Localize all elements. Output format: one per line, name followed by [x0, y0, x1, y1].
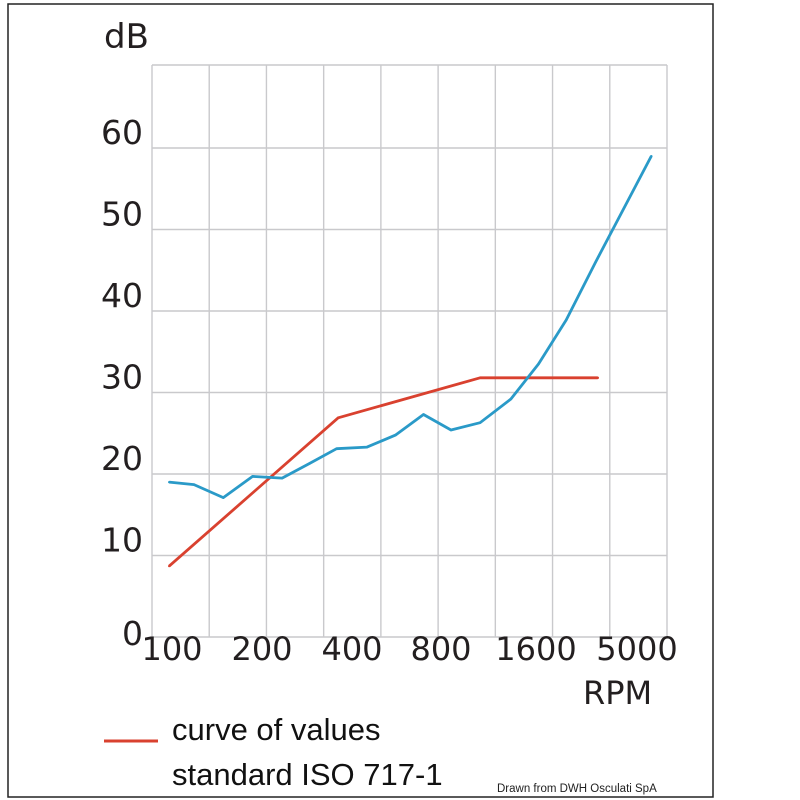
data-point: [168, 480, 171, 484]
credit: Drawn from DWH Osculati SpA: [497, 783, 657, 795]
iso-717-curve-line: [168, 376, 598, 568]
data-point: [478, 421, 482, 424]
x-tick-labels: 100 200 400 800 1600 5000: [141, 630, 677, 668]
x-tick-label: 800: [410, 630, 471, 668]
data-point: [222, 496, 225, 499]
x-tick-label: 1600: [495, 630, 576, 668]
x-axis-label: RPM: [583, 674, 652, 712]
legend-label-line2: standard ISO 717-1: [172, 757, 443, 792]
x-tick-label: 400: [321, 630, 382, 668]
y-tick-label: 0: [122, 614, 143, 653]
data-point: [449, 428, 453, 432]
frame: [7, 3, 714, 798]
data-point: [478, 376, 482, 380]
measured-noise-line: [169, 155, 653, 500]
data-point: [650, 154, 653, 158]
data-point: [509, 397, 513, 401]
data-point: [168, 564, 171, 568]
grid: [151, 64, 668, 638]
data-point: [336, 416, 340, 419]
data-point: [335, 447, 338, 450]
data-point: [596, 376, 600, 380]
legend-label-line1: curve of values: [172, 712, 381, 747]
data-point: [564, 318, 568, 322]
data-point: [308, 462, 311, 465]
data-point: [594, 260, 597, 264]
y-tick-label: 40: [101, 276, 143, 315]
data-point: [422, 413, 425, 416]
y-tick-labels: 0 10 20 30 40 50 60: [101, 113, 143, 653]
y-tick-label: 50: [101, 195, 143, 234]
data-point: [394, 433, 397, 437]
data-point: [192, 483, 196, 486]
y-tick-label: 10: [101, 521, 143, 560]
data-point: [537, 362, 540, 366]
y-tick-label: 30: [101, 358, 143, 397]
data-point: [365, 445, 369, 449]
data-point: [280, 476, 284, 480]
data-point: [251, 475, 254, 478]
x-tick-label: 100: [141, 630, 202, 668]
y-tick-label: 60: [101, 113, 143, 152]
y-tick-label: 20: [101, 439, 143, 478]
x-tick-label: 5000: [596, 630, 677, 668]
y-axis-label: dB: [104, 17, 149, 57]
x-tick-label: 200: [231, 630, 292, 668]
series: [168, 154, 653, 568]
